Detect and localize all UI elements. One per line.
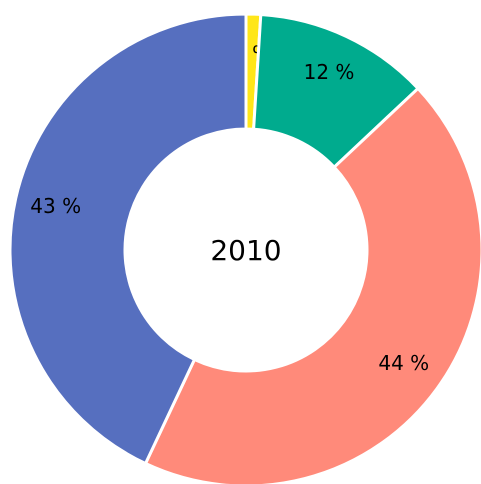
donut-slice	[8, 12, 248, 466]
slice-label: 44 %	[378, 351, 429, 375]
donut-slice	[143, 86, 481, 484]
slice-label: 43 %	[30, 194, 81, 218]
slice-label: 12 %	[304, 60, 355, 84]
center-label: 2010	[210, 234, 281, 267]
